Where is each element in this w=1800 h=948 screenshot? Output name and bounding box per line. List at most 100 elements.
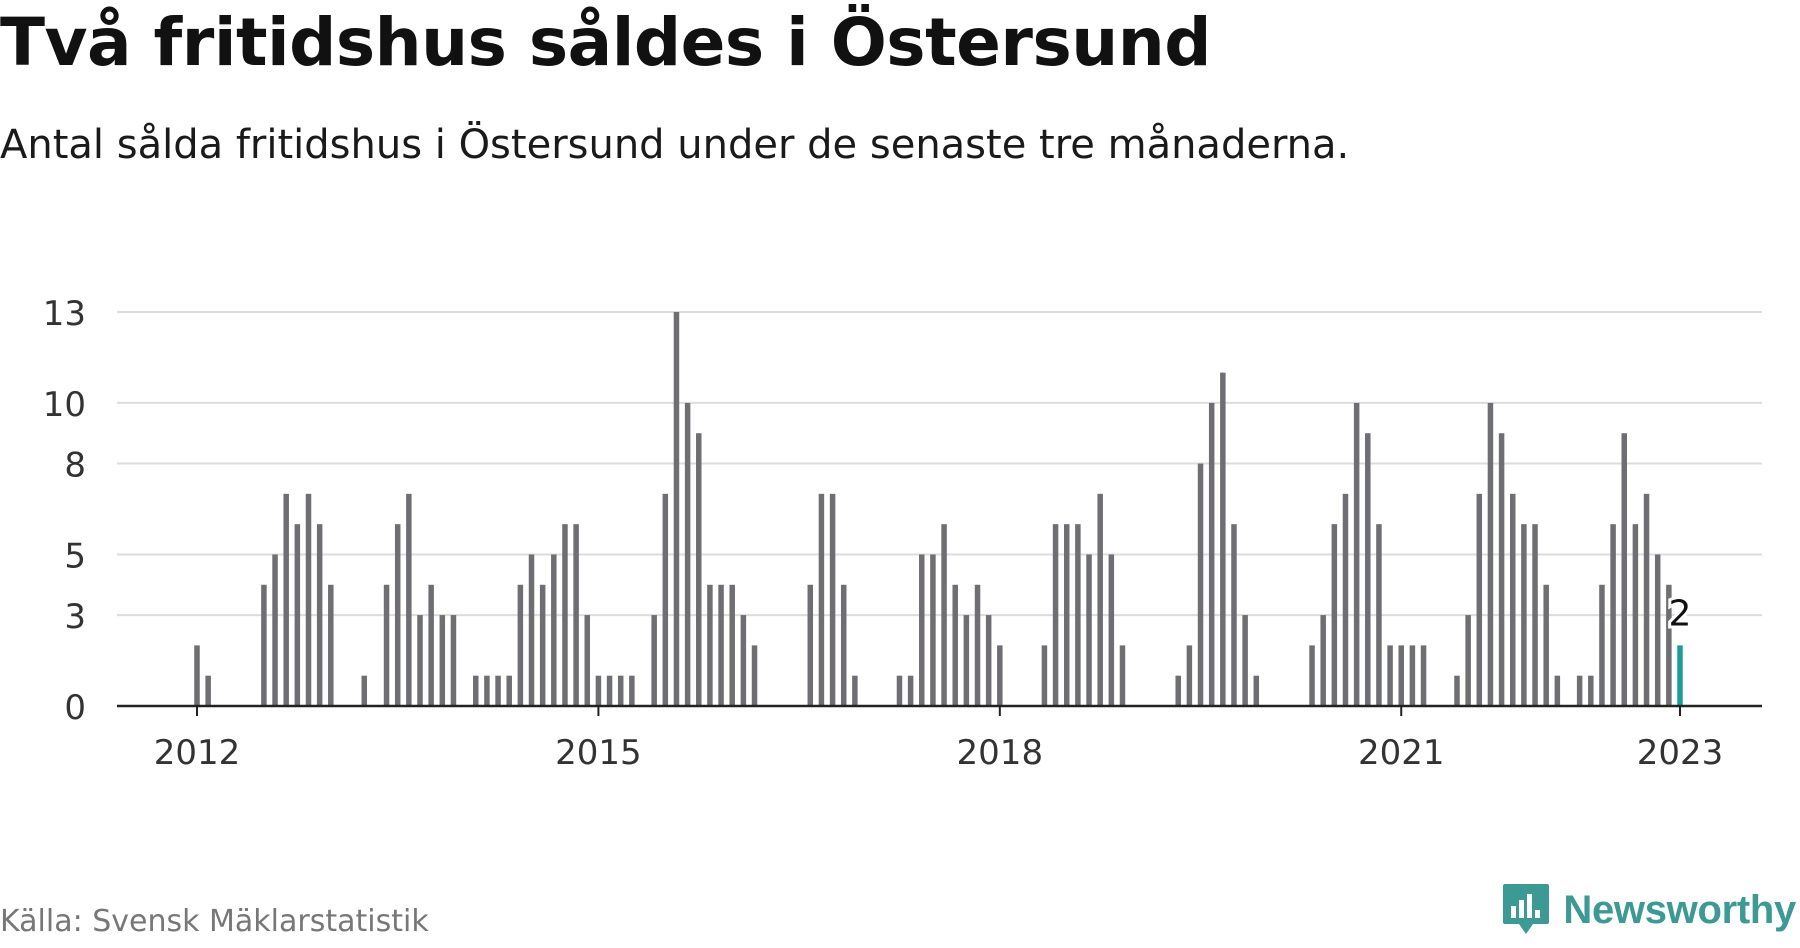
bar [1532,524,1538,706]
bar [1610,524,1616,706]
data-labels: 2 [1666,590,1695,637]
bar [517,584,524,706]
bar [1097,493,1103,706]
x-tick-label: 2015 [555,733,642,773]
bar [807,584,814,706]
bar-highlight [1677,645,1683,706]
bar [606,675,613,706]
y-tick-label: 5 [64,536,86,576]
bar [818,493,825,706]
bar [1220,372,1226,706]
bar [1365,433,1371,706]
bar [985,615,992,706]
bar [1476,493,1483,706]
bar [1588,675,1594,706]
bar [539,584,546,706]
bar [428,584,434,706]
bar [1342,493,1349,706]
bar [1063,524,1070,706]
bar [651,615,657,706]
y-tick-label: 10 [43,385,86,425]
brand-name: Newsworthy [1563,887,1796,932]
bar [1086,554,1092,706]
source-note: Källa: Svensk Mäklarstatistik [0,904,429,939]
bar [328,584,334,706]
bar [1498,433,1505,706]
bar [439,615,446,706]
bar [1175,675,1181,706]
chart-subtitle: Antal sålda fritidshus i Östersund under… [0,122,1350,168]
bar [684,402,691,706]
bar [1487,402,1494,706]
bar [919,554,925,706]
bar [283,493,289,706]
bar [484,675,490,706]
bar [1554,675,1561,706]
bar [1208,402,1215,706]
bar [1465,615,1471,706]
y-tick-label: 0 [64,688,86,728]
bar [1052,524,1059,706]
bar [361,675,368,706]
bar [1621,433,1627,706]
bar [473,675,479,706]
bar [450,615,457,706]
bar [1666,584,1672,706]
bar [617,675,624,706]
bar [394,524,401,706]
bar [1543,584,1549,706]
bar [1387,645,1393,706]
x-tick-label: 2018 [957,733,1044,773]
bar [1454,675,1460,706]
bar [1599,584,1605,706]
bar [1353,402,1360,706]
brand-logo: Newsworthy [1501,882,1796,938]
bar [1521,524,1527,706]
bar [272,554,278,706]
bar [1253,675,1260,706]
bar [930,554,936,706]
bar [673,312,680,706]
bar [383,584,390,706]
newsworthy-logo-icon [1503,884,1550,934]
bar [1197,463,1204,706]
x-tick-label: 2023 [1637,733,1724,773]
bar [1632,524,1639,706]
bar [1186,645,1193,706]
bar [506,675,512,706]
bar [1576,675,1583,706]
y-tick-label: 3 [64,597,86,637]
bar [907,675,914,706]
bar [316,524,323,706]
bar [729,584,735,706]
bar [840,584,847,706]
bar [941,524,947,706]
bar [1041,645,1048,706]
bar [305,493,312,706]
axes: 0 3 5 8 10 13 2012 2015 2018 2021 2023 [43,294,1762,773]
bar [1643,493,1650,706]
bar [952,584,958,706]
bar [1119,645,1126,706]
bar [595,675,602,706]
bar [1309,645,1315,706]
last-value-label: 2 [1669,593,1692,634]
bar [551,554,557,706]
x-tick-label: 2021 [1358,733,1445,773]
bar [1108,554,1115,706]
bar [495,675,501,706]
bar [1398,645,1404,706]
bar [896,675,903,706]
bar [1509,493,1516,706]
bar [974,584,981,706]
bar [751,645,758,706]
bar [406,493,412,706]
bar [829,493,836,706]
bar [528,554,535,706]
bar [1376,524,1382,706]
bar [417,615,423,706]
bar [629,675,635,706]
bar [205,675,211,706]
bar [1654,554,1661,706]
